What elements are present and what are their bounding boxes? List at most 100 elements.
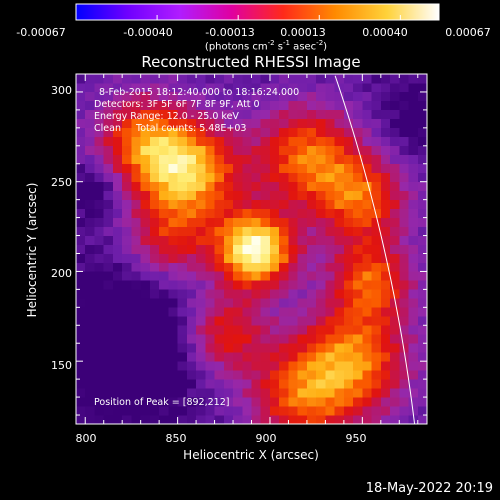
image-pixel <box>196 181 206 191</box>
image-pixel <box>186 370 197 380</box>
image-pixel <box>380 271 391 281</box>
image-pixel <box>288 208 298 218</box>
image-pixel <box>140 280 151 290</box>
image-pixel <box>334 172 345 182</box>
image-pixel <box>196 406 206 416</box>
image-pixel <box>186 388 197 398</box>
image-pixel <box>233 74 243 84</box>
image-pixel <box>196 226 206 236</box>
detectors-info: Detectors: 3F 5F 6F 7F 8F 9F, Att 0 <box>94 99 260 110</box>
image-pixel <box>371 289 382 299</box>
image-pixel <box>316 109 326 120</box>
image-pixel <box>233 226 243 236</box>
image-pixel <box>205 172 215 182</box>
image-pixel <box>408 316 419 326</box>
image-pixel <box>380 316 391 326</box>
image-pixel <box>362 181 372 191</box>
image-pixel <box>168 271 178 281</box>
image-pixel <box>223 406 234 416</box>
image-pixel <box>417 118 428 129</box>
image-pixel <box>325 208 335 218</box>
image-pixel <box>325 289 335 299</box>
image-pixel <box>233 82 243 93</box>
image-pixel <box>131 289 141 299</box>
image-pixel <box>122 127 132 138</box>
image-pixel <box>297 163 308 174</box>
image-pixel <box>279 379 289 389</box>
image-pixel <box>325 406 335 416</box>
image-pixel <box>149 136 160 147</box>
image-pixel <box>177 262 188 272</box>
image-pixel <box>343 325 354 335</box>
image-pixel <box>131 262 141 272</box>
image-pixel <box>214 74 225 84</box>
image-pixel <box>399 388 409 398</box>
image-pixel <box>242 415 252 425</box>
image-pixel <box>288 298 298 308</box>
image-pixel <box>214 370 225 380</box>
image-pixel <box>408 145 419 156</box>
image-pixel <box>306 235 317 245</box>
image-pixel <box>131 298 141 308</box>
image-pixel <box>371 271 382 281</box>
image-pixel <box>196 397 206 407</box>
image-pixel <box>94 100 105 111</box>
image-pixel <box>306 325 317 335</box>
image-pixel <box>85 280 95 290</box>
image-pixel <box>251 406 262 416</box>
image-pixel <box>131 154 141 165</box>
image-pixel <box>186 145 197 156</box>
image-pixel <box>205 334 215 344</box>
image-pixel <box>362 226 372 236</box>
image-pixel <box>159 343 169 353</box>
image-pixel <box>159 118 169 129</box>
x-tick-label: 950 <box>345 432 367 445</box>
image-pixel <box>316 280 326 290</box>
image-pixel <box>417 136 428 147</box>
image-pixel <box>408 217 419 227</box>
image-pixel <box>214 379 225 389</box>
image-pixel <box>408 253 419 263</box>
image-pixel <box>316 145 326 156</box>
image-pixel <box>196 325 206 335</box>
image-pixel <box>288 127 298 138</box>
image-pixel <box>288 226 298 236</box>
image-pixel <box>168 154 178 165</box>
image-pixel <box>371 388 382 398</box>
image-pixel <box>279 100 289 111</box>
image-pixel <box>408 235 419 245</box>
image-pixel <box>343 163 354 174</box>
image-pixel <box>242 379 252 389</box>
image-pixel <box>279 172 289 182</box>
image-pixel <box>122 298 132 308</box>
image-pixel <box>186 82 197 93</box>
image-pixel <box>306 253 317 263</box>
image-pixel <box>159 226 169 236</box>
image-pixel <box>417 316 428 326</box>
image-pixel <box>399 361 409 371</box>
image-pixel <box>131 388 141 398</box>
image-pixel <box>316 379 326 389</box>
image-pixel <box>297 217 308 227</box>
image-pixel <box>159 316 169 326</box>
image-pixel <box>343 82 354 93</box>
image-pixel <box>103 415 114 425</box>
image-pixel <box>380 226 391 236</box>
image-pixel <box>223 154 234 165</box>
image-pixel <box>149 172 160 182</box>
image-pixel <box>334 352 345 362</box>
image-pixel <box>159 253 169 263</box>
image-pixel <box>251 334 262 344</box>
image-pixel <box>223 100 234 111</box>
image-pixel <box>242 163 252 174</box>
image-pixel <box>131 226 141 236</box>
image-pixel <box>196 163 206 174</box>
image-pixel <box>140 163 151 174</box>
image-pixel <box>122 82 132 93</box>
image-pixel <box>260 172 271 182</box>
image-pixel <box>353 190 363 200</box>
image-pixel <box>399 352 409 362</box>
image-pixel <box>260 262 271 272</box>
image-pixel <box>371 226 382 236</box>
image-pixel <box>76 226 86 236</box>
